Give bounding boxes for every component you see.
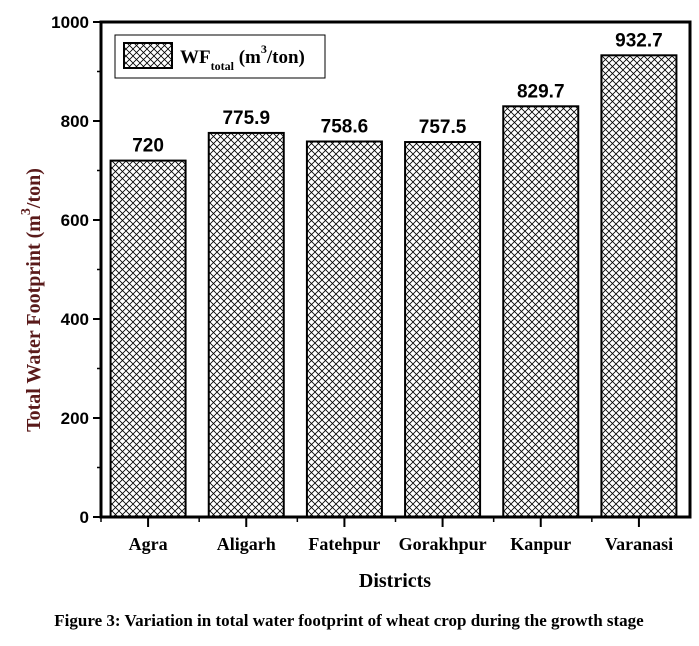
y-tick-label: 600	[61, 211, 89, 230]
legend: WFtotal (m3/ton)	[114, 34, 326, 79]
data-label: 720	[132, 136, 164, 157]
y-tick-label: 400	[61, 310, 89, 329]
legend-swatch	[123, 42, 173, 69]
data-label: 757.5	[419, 117, 467, 138]
x-axis-label: Districts	[359, 570, 431, 592]
x-tick-label: Kanpur	[510, 534, 571, 554]
data-label: 932.7	[615, 30, 663, 51]
bar	[109, 159, 187, 518]
x-tick-label: Agra	[129, 534, 168, 554]
x-tick-label: Gorakhpur	[399, 534, 487, 554]
x-tick-label: Fatehpur	[308, 534, 380, 554]
bar	[305, 140, 383, 518]
data-label: 775.9	[222, 108, 270, 129]
data-label: 758.6	[321, 116, 369, 137]
y-tick-label: 200	[61, 409, 89, 428]
y-axis-label: Total Water Footprint (m3/ton)	[19, 168, 45, 432]
x-tick-label: Varanasi	[605, 534, 673, 554]
bar	[502, 105, 580, 519]
figure-caption: Figure 3: Variation in total water footp…	[54, 611, 644, 630]
y-tick-label: 0	[80, 508, 89, 527]
bar	[207, 131, 285, 518]
y-tick-label: 800	[61, 112, 89, 131]
x-tick-label: Aligarh	[217, 534, 276, 554]
y-tick-label: 1000	[51, 13, 89, 32]
data-label: 829.7	[517, 81, 565, 102]
bar	[600, 54, 678, 518]
bar	[404, 141, 482, 518]
legend-label: WFtotal (m3/ton)	[180, 42, 305, 73]
